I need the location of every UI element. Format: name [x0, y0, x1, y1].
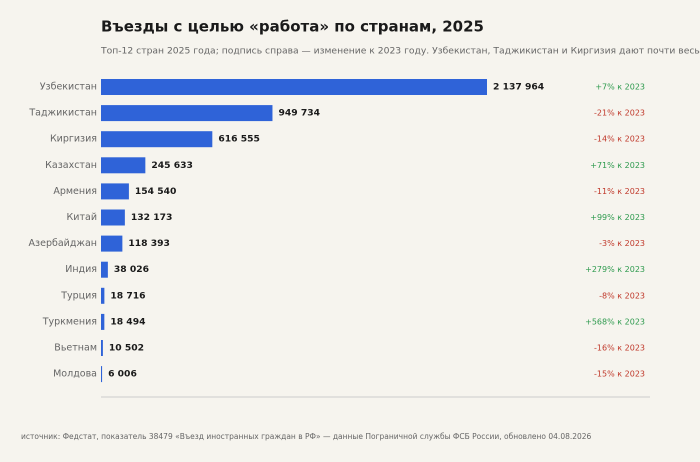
change-label: +99% к 2023	[590, 213, 645, 222]
category-label: Туркмения	[42, 316, 97, 327]
bar	[101, 183, 129, 200]
change-label: -21% к 2023	[594, 109, 645, 118]
change-label: -15% к 2023	[594, 370, 645, 379]
bar	[101, 105, 273, 122]
bar	[101, 209, 125, 226]
value-label: 154 540	[135, 186, 177, 197]
category-label: Китай	[67, 212, 97, 223]
change-label: +568% к 2023	[585, 317, 645, 326]
value-label: 6 006	[108, 369, 137, 380]
change-label: +7% к 2023	[595, 83, 645, 92]
value-label: 38 026	[114, 264, 149, 275]
bar	[101, 313, 105, 330]
bar	[101, 235, 123, 252]
change-label: -16% к 2023	[594, 344, 645, 353]
category-label: Молдова	[53, 369, 97, 380]
value-label: 949 734	[278, 108, 320, 119]
change-label: -11% к 2023	[594, 187, 645, 196]
category-label: Таджикистан	[28, 108, 97, 119]
category-label: Азербайджан	[29, 238, 97, 249]
category-label: Казахстан	[45, 160, 97, 171]
value-label: 132 173	[131, 212, 173, 223]
value-label: 2 137 964	[493, 82, 544, 93]
category-label: Вьетнам	[54, 343, 97, 354]
change-label: +71% к 2023	[590, 161, 645, 170]
category-label: Индия	[65, 264, 97, 275]
value-label: 18 494	[110, 316, 145, 327]
bar	[101, 261, 108, 278]
bar	[101, 366, 103, 383]
change-label: -3% к 2023	[599, 239, 645, 248]
bar	[101, 340, 103, 356]
value-label: 18 716	[110, 290, 145, 301]
change-label: -8% к 2023	[599, 291, 645, 300]
value-label: 245 633	[151, 160, 193, 171]
value-label: 10 502	[109, 343, 144, 354]
bar	[101, 131, 213, 148]
source-note: источник: Федстат, показатель 38479 «Въе…	[21, 432, 592, 441]
bar	[101, 157, 146, 174]
bar	[101, 287, 105, 304]
category-label: Турция	[60, 290, 97, 301]
category-label: Киргизия	[50, 134, 97, 145]
chart-title: Въезды с целью «работа» по странам, 2025	[101, 18, 484, 36]
value-label: 616 555	[218, 134, 260, 145]
chart-subtitle: Топ-12 стран 2025 года; подпись справа —…	[100, 46, 700, 57]
value-label: 118 393	[128, 238, 170, 249]
category-label: Армения	[53, 186, 97, 197]
category-label: Узбекистан	[40, 82, 97, 93]
bar	[101, 79, 487, 95]
change-label: -14% к 2023	[594, 135, 645, 144]
change-label: +279% к 2023	[585, 265, 645, 274]
